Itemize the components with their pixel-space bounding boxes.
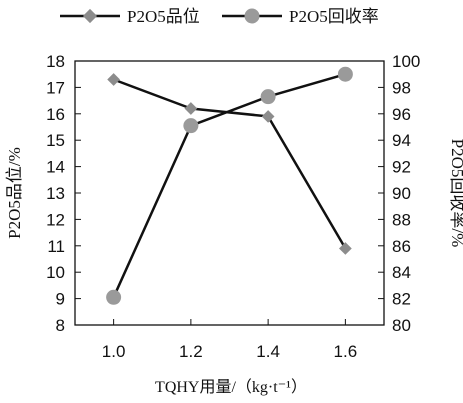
y-tick-label: 15: [46, 131, 65, 150]
data-point-grade: [184, 102, 198, 115]
y-axis-left: 8 9 10 11 12 13 14 15 16 17 18: [46, 52, 81, 335]
x-tick-label: 1.0: [102, 342, 126, 361]
x-tick-label: 1.6: [334, 342, 358, 361]
y-tick-label: 9: [56, 290, 65, 309]
data-point-grade: [107, 73, 120, 86]
series-lines: [112, 72, 347, 298]
y2-tick-label: 82: [392, 290, 411, 309]
legend: P2O5品位 P2O5回收率: [60, 7, 379, 26]
data-point-grade: [261, 110, 275, 123]
data-point-recovery: [183, 118, 199, 134]
y-tick-label: 18: [46, 52, 65, 71]
legend-marker-grade: [82, 8, 98, 24]
series-markers: [106, 66, 353, 305]
y2-tick-label: 90: [392, 184, 411, 203]
y2-tick-label: 80: [392, 316, 411, 335]
y-tick-label: 10: [46, 263, 65, 282]
y-tick-label: 14: [46, 158, 65, 177]
y-axis-title-right: P2O5回收率/%: [448, 139, 463, 248]
y2-tick-label: 88: [392, 210, 411, 229]
y2-tick-label: 94: [392, 131, 411, 150]
y-axis-title-left: P2O5品位/%: [5, 147, 24, 239]
data-point-recovery: [106, 289, 122, 305]
legend-marker-recovery: [244, 8, 260, 24]
legend-label-recovery: P2O5回收率: [289, 7, 379, 26]
data-point-recovery: [337, 66, 353, 82]
y-tick-label: 11: [47, 237, 65, 256]
y-axis-right: 80 82 84 86 88 90 92 94 96 98 100: [378, 52, 420, 335]
x-axis: 1.0 1.2 1.4 1.6: [102, 319, 357, 361]
data-point-recovery: [260, 89, 276, 105]
y-tick-label: 12: [46, 210, 65, 229]
plot-frame: [74, 60, 385, 326]
y-tick-label: 17: [46, 78, 65, 97]
legend-label-grade: P2O5品位: [127, 7, 200, 26]
x-axis-title: TQHY用量/（kg·t⁻¹）: [155, 378, 307, 396]
x-tick-label: 1.2: [179, 342, 203, 361]
y-tick-label: 13: [46, 184, 65, 203]
y2-tick-label: 96: [392, 105, 411, 124]
y-tick-label: 16: [46, 105, 65, 124]
y2-tick-label: 84: [392, 263, 411, 282]
y2-tick-label: 100: [392, 52, 420, 71]
x-tick-label: 1.4: [256, 342, 280, 361]
y2-tick-label: 86: [392, 237, 411, 256]
data-point-grade: [339, 242, 352, 255]
y-tick-label: 8: [56, 316, 65, 335]
series-line-recovery: [112, 72, 346, 298]
y2-tick-label: 98: [392, 78, 411, 97]
y2-tick-label: 92: [392, 158, 411, 177]
